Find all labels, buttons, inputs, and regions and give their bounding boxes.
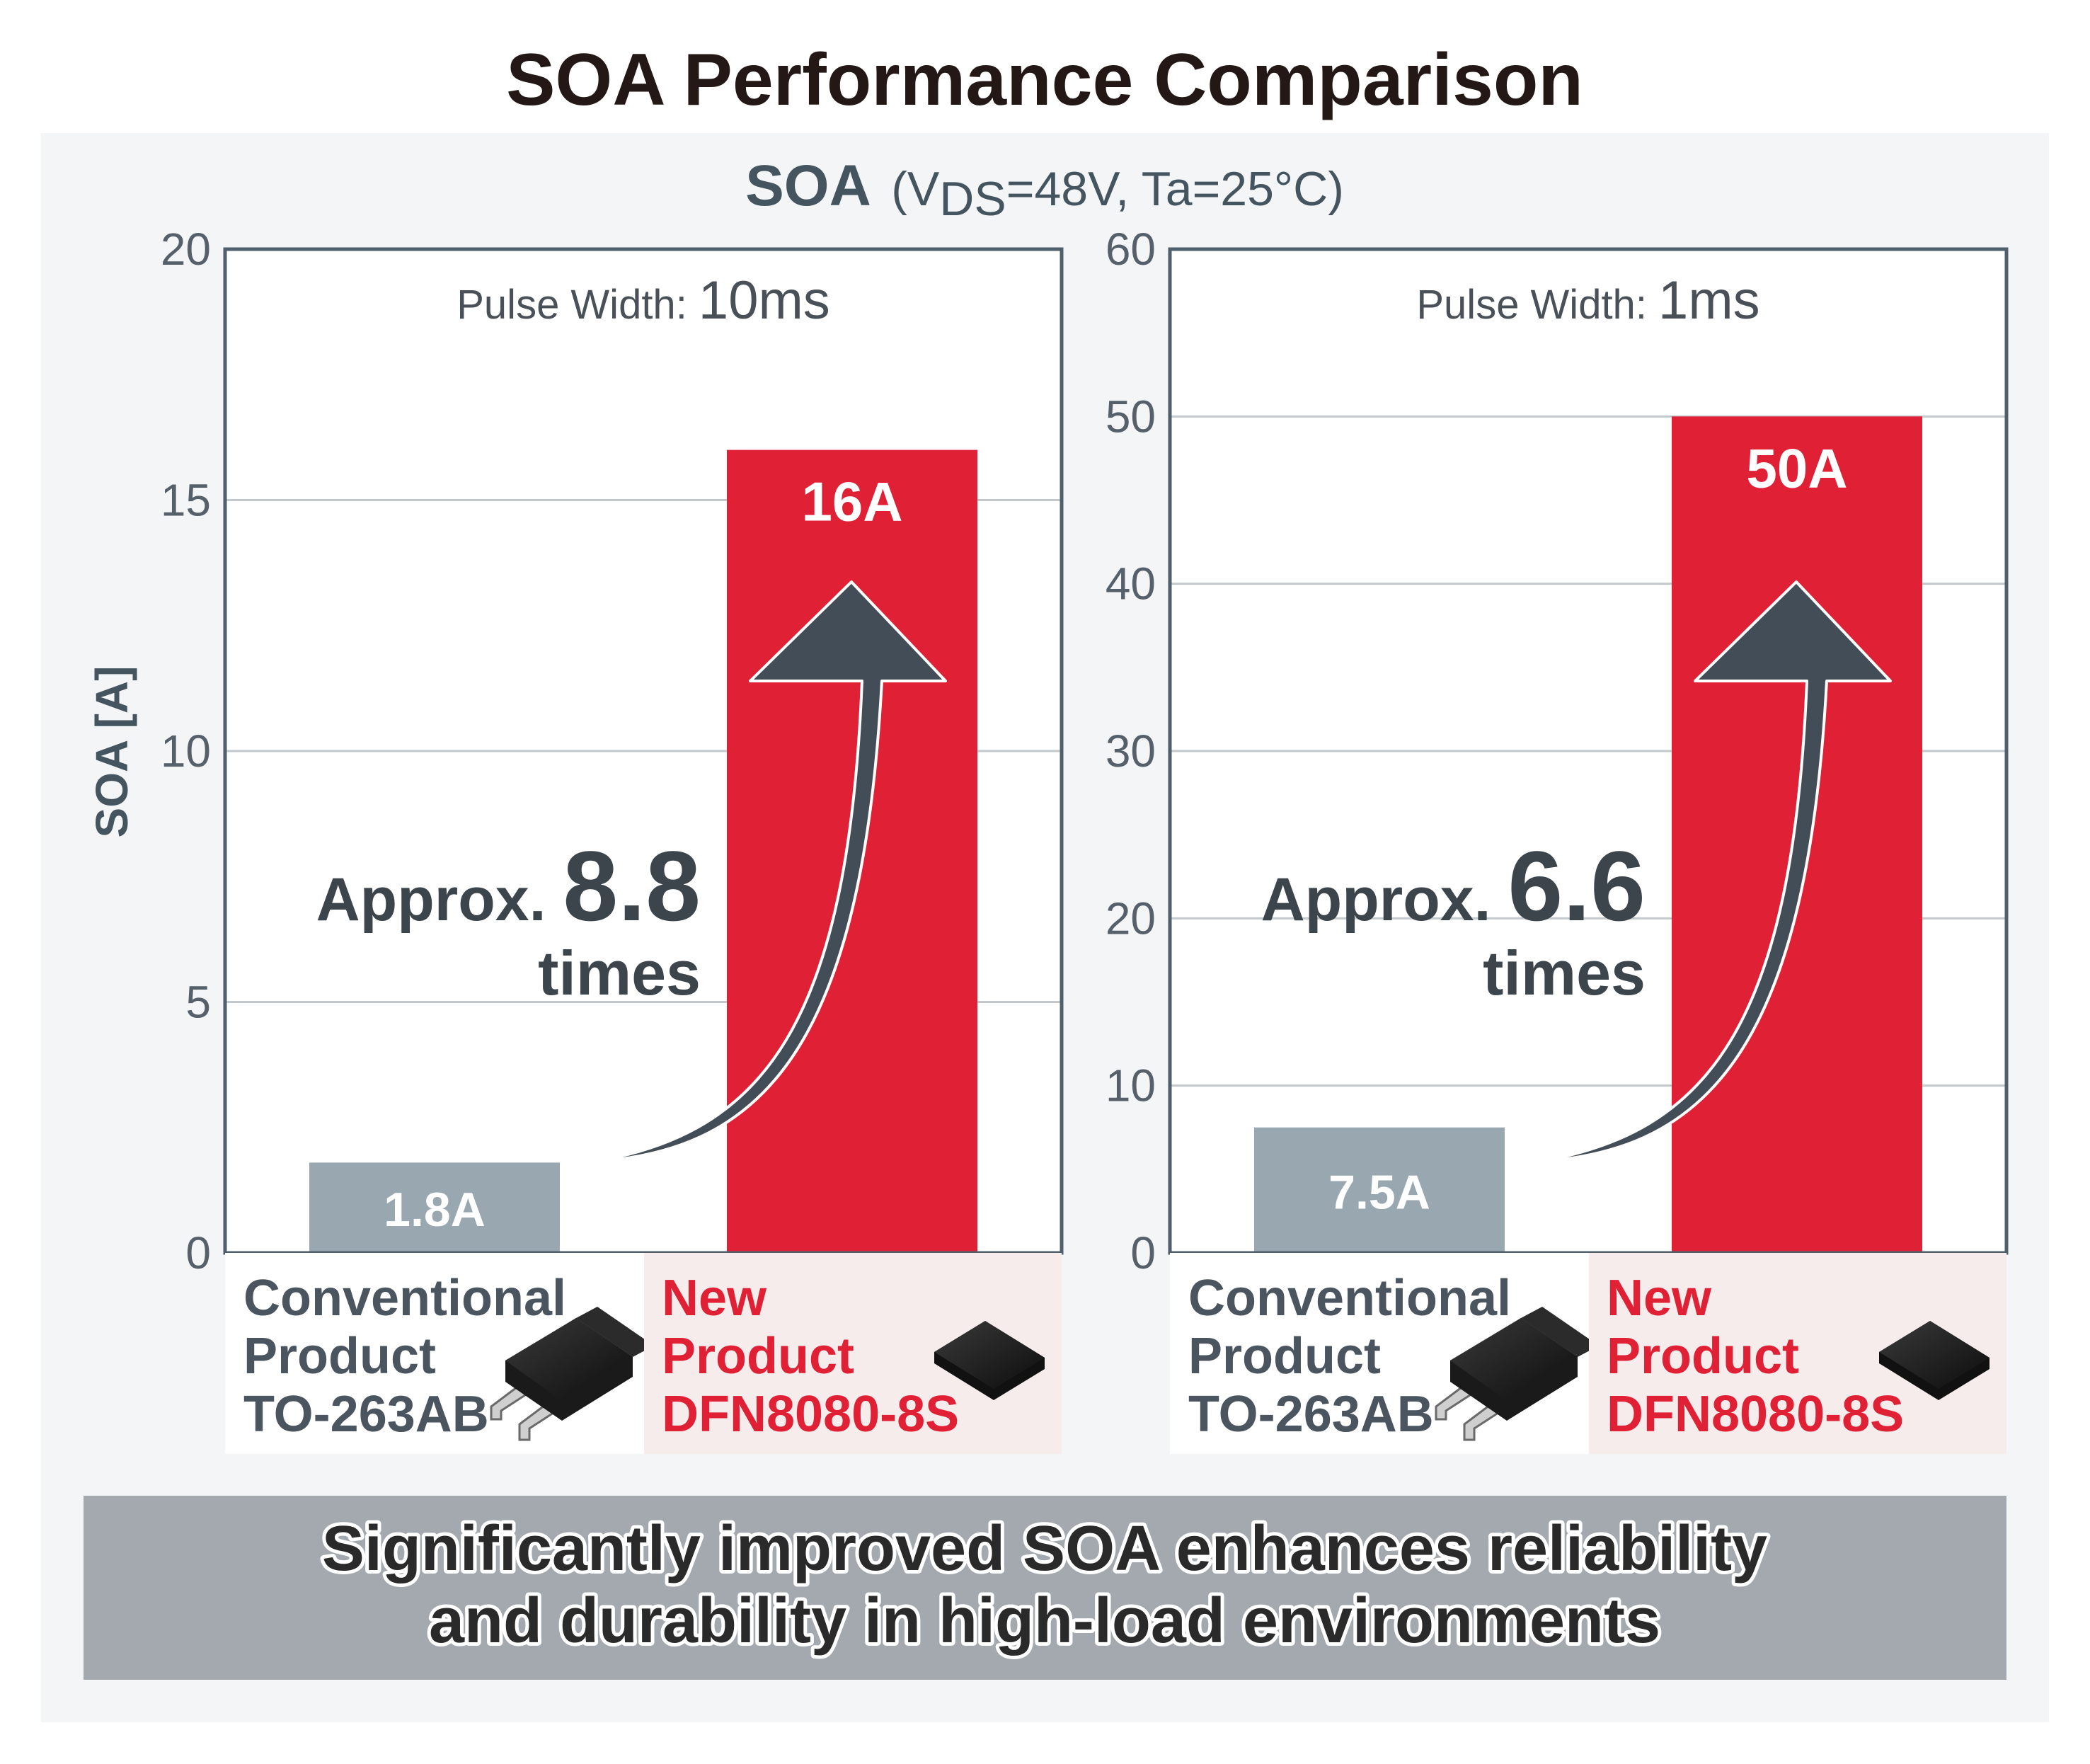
summary-line-1: Significantly improved SOA enhances reli… bbox=[322, 1513, 1767, 1584]
bar-conventional bbox=[1254, 1127, 1505, 1253]
y-tick-label: 10 bbox=[1106, 1060, 1156, 1111]
summary-banner bbox=[84, 1496, 2006, 1680]
approx-annotation: Approx. 8.8 bbox=[316, 830, 701, 941]
product-label-line: DFN8080-8S bbox=[1607, 1386, 1904, 1443]
chart-pulse-1ms: 0 10 20 30 40 50 60 Pulse Width: 1ms 7.5A 50A Appr… bbox=[1106, 224, 2009, 1454]
bar-conventional bbox=[309, 1162, 560, 1253]
page-title: SOA Performance Comparison bbox=[506, 39, 1583, 121]
approx-annotation: Approx. 6.6 bbox=[1261, 830, 1646, 941]
subtitle-main: SOA bbox=[745, 154, 871, 218]
chart-subtitle: SOA (VDS=48V, Ta=25°C) bbox=[745, 154, 1344, 226]
y-tick-label: 60 bbox=[1106, 224, 1156, 275]
to263-body-top bbox=[1450, 1318, 1578, 1401]
chart-pulse-10ms: 0 5 10 15 20 Pulse Width: 10ms 1.8A 16A Approx. … bbox=[161, 224, 1064, 1454]
product-label-line: New bbox=[662, 1270, 767, 1327]
pulse-width-label: Pulse Width: 10ms bbox=[457, 270, 830, 331]
approx-factor: 6.6 bbox=[1508, 830, 1646, 941]
y-tick-label: 20 bbox=[1106, 893, 1156, 944]
subtitle-condition-sub: DS bbox=[939, 172, 1006, 226]
increase-arrow bbox=[1538, 580, 1892, 1163]
y-tick-label: 20 bbox=[161, 224, 211, 275]
times-word: times bbox=[538, 938, 701, 1008]
dfn-package-icon bbox=[1879, 1321, 1989, 1400]
value-label-new: 50A bbox=[1746, 437, 1847, 499]
product-label-line: DFN8080-8S bbox=[662, 1386, 959, 1443]
y-tick-label: 50 bbox=[1106, 391, 1156, 442]
dfn-body-top bbox=[934, 1321, 1045, 1389]
subtitle-condition-rest: =48V, Ta=25°C) bbox=[1006, 162, 1344, 216]
product-label-line: TO-263AB bbox=[1188, 1386, 1434, 1443]
product-label-line: Product bbox=[1607, 1328, 1799, 1385]
pulse-width-value: 10ms bbox=[699, 270, 830, 331]
y-tick-label: 10 bbox=[161, 726, 211, 777]
y-tick-label: 0 bbox=[1130, 1227, 1156, 1278]
pulse-width-value: 1ms bbox=[1658, 270, 1760, 331]
dfn-package-icon bbox=[934, 1321, 1045, 1400]
to263-body-top bbox=[505, 1318, 633, 1401]
to263-package-icon bbox=[490, 1307, 654, 1441]
y-tick-label: 40 bbox=[1106, 559, 1156, 609]
subtitle-condition-open: (V bbox=[891, 162, 940, 216]
approx-word: Approx. bbox=[1261, 866, 1508, 934]
pulse-width-caption: Pulse Width: bbox=[457, 282, 699, 328]
increase-arrow bbox=[593, 580, 947, 1163]
product-label-line: Product bbox=[243, 1328, 436, 1385]
pulse-width-caption: Pulse Width: bbox=[1416, 282, 1658, 328]
to263-package-icon bbox=[1435, 1307, 1599, 1441]
value-label-conventional: 7.5A bbox=[1328, 1165, 1430, 1219]
y-tick-label: 15 bbox=[161, 475, 211, 526]
summary-line-2: and durability in high-load environments bbox=[429, 1586, 1660, 1656]
approx-word: Approx. bbox=[316, 866, 563, 934]
dfn-body-top bbox=[1879, 1321, 1989, 1389]
product-label-line: Product bbox=[1188, 1328, 1381, 1385]
y-tick-label: 5 bbox=[185, 977, 211, 1028]
to263-tab bbox=[1521, 1307, 1599, 1357]
value-label-new: 16A bbox=[801, 471, 902, 533]
product-label-line: TO-263AB bbox=[243, 1386, 489, 1443]
pulse-width-label: Pulse Width: 1ms bbox=[1416, 270, 1759, 331]
times-word: times bbox=[1483, 938, 1646, 1008]
product-label-line: Product bbox=[662, 1328, 854, 1385]
y-axis-title: SOA [A] bbox=[86, 666, 137, 838]
to263-tab bbox=[576, 1307, 654, 1357]
product-label-line: Conventional bbox=[243, 1270, 566, 1327]
product-label-line: New bbox=[1607, 1270, 1712, 1327]
approx-factor: 8.8 bbox=[563, 830, 701, 941]
y-tick-label: 0 bbox=[185, 1227, 211, 1278]
product-label-line: Conventional bbox=[1188, 1270, 1511, 1327]
y-tick-label: 30 bbox=[1106, 726, 1156, 777]
value-label-conventional: 1.8A bbox=[384, 1183, 486, 1237]
